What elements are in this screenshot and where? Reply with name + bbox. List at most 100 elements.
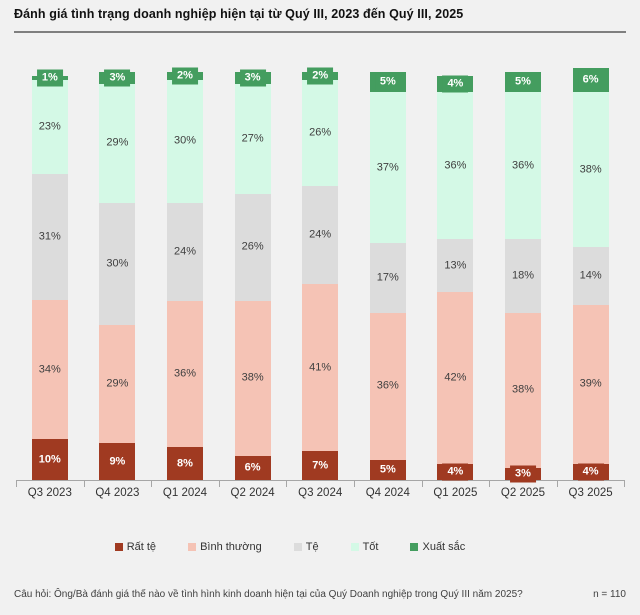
bar-segment: 17% <box>369 243 406 313</box>
bar-segment: 3% <box>234 69 271 87</box>
segment-label: 7% <box>307 457 334 475</box>
axis-tick <box>83 481 85 487</box>
segment-label: 29% <box>101 375 134 393</box>
axis-tick <box>354 481 355 487</box>
x-axis-label: Q3 2024 <box>298 487 343 499</box>
segment-label: 36% <box>371 377 404 395</box>
axis-tick <box>16 481 17 487</box>
segment-label: 30% <box>101 255 134 273</box>
segment-label: 26% <box>304 124 337 142</box>
stacked-bar: 6% 38% 14% 39% 4% <box>557 60 625 481</box>
axis-tick <box>286 481 288 487</box>
segment-label: 5% <box>374 461 401 479</box>
segment-label: 37% <box>371 159 404 177</box>
stacked-bar: 2% 26% 24% 41% 7% <box>286 60 354 480</box>
segment-label: 30% <box>168 132 201 150</box>
stacked-bar: 3% 27% 26% 38% 6% <box>219 60 287 480</box>
segment-label: 8% <box>172 455 198 473</box>
x-axis-label: Q1 2025 <box>433 487 478 499</box>
legend-label: Tệ <box>305 541 319 553</box>
legend: Rất tệ Bình thường Tệ Tốt Xuất sắc <box>0 541 640 553</box>
segment-label: 24% <box>168 243 201 261</box>
bar-segment: 5% <box>369 72 406 93</box>
stacked-bar: 5% 36% 18% 38% 3% <box>489 60 557 483</box>
legend-swatch-icon <box>410 543 419 551</box>
segment-label: 17% <box>371 269 404 287</box>
segment-label: 42% <box>439 369 472 387</box>
bar-segment: 39% <box>572 304 609 464</box>
x-axis-label: Q1 2024 <box>162 487 208 499</box>
segment-label: 38% <box>506 381 539 399</box>
legend-item: Rất tệ <box>114 541 157 553</box>
legend-label: Rất tệ <box>126 541 157 553</box>
footer: Câu hỏi: Ông/Bà đánh giá thế nào về tình… <box>14 589 626 600</box>
bar-segment: 38% <box>572 92 609 248</box>
legend-swatch-icon <box>188 543 197 551</box>
segment-label: 14% <box>574 267 607 285</box>
segment-label: 27% <box>236 130 269 148</box>
bar-segment: 6% <box>234 455 271 480</box>
segment-label: 26% <box>236 238 269 256</box>
x-axis-label: Q4 2023 <box>95 487 140 499</box>
bar-segment: 37% <box>369 92 406 244</box>
plot-area: 1% 23% 31% 34% 10% 3% 29% 30% 29% 9% 2% 30% 24% 36% 8%… <box>16 60 625 483</box>
segment-label: 6% <box>577 71 604 89</box>
x-axis-label: Q2 2025 <box>500 487 546 499</box>
segment-label: 24% <box>304 226 337 244</box>
x-axis-label: Q2 2024 <box>230 487 275 499</box>
footer-question: Câu hỏi: Ông/Bà đánh giá thế nào về tình… <box>14 589 523 600</box>
segment-label: 4% <box>442 75 469 93</box>
bar-segment: 27% <box>234 84 271 195</box>
bar-segment: 5% <box>369 459 406 480</box>
title-divider <box>14 31 626 33</box>
axis-tick <box>624 481 626 487</box>
segment-label: 9% <box>104 453 131 471</box>
x-axis-line <box>16 480 625 481</box>
bar-segment: 3% <box>504 465 541 483</box>
legend-swatch-icon <box>293 543 302 551</box>
axis-tick <box>556 481 558 487</box>
bar-segment: 34% <box>31 300 68 440</box>
segment-label: 18% <box>506 267 539 285</box>
bar-segment: 14% <box>572 247 609 305</box>
bar-segment: 18% <box>504 239 541 313</box>
legend-label: Tốt <box>362 541 379 553</box>
segment-label: 39% <box>574 375 607 393</box>
segment-label: 1% <box>36 69 63 87</box>
bar-segment: 8% <box>166 447 203 480</box>
axis-tick <box>489 481 491 487</box>
page-title: Đánh giá tình trạng doanh nghiệp hiện tạ… <box>14 7 464 21</box>
stacked-bar: 3% 29% 30% 29% 9% <box>84 60 152 480</box>
segment-label: 10% <box>33 451 66 469</box>
bar-segment: 38% <box>504 312 541 468</box>
bar-segment: 2% <box>302 67 339 85</box>
segment-label: 2% <box>172 67 198 85</box>
bar-segment: 13% <box>437 239 474 293</box>
segment-label: 31% <box>33 228 66 246</box>
bar-segment: 3% <box>99 69 136 87</box>
segment-label: 38% <box>574 161 607 179</box>
segment-label: 2% <box>307 67 334 85</box>
bar-segment: 6% <box>572 67 609 93</box>
bar-segment: 38% <box>234 300 271 456</box>
axis-tick <box>421 481 423 487</box>
bar-segment: 30% <box>99 202 136 325</box>
segment-label: 6% <box>239 459 266 477</box>
segment-label: 38% <box>236 369 269 387</box>
bar-segment: 7% <box>302 451 339 480</box>
bar-segment: 10% <box>31 439 68 480</box>
stacked-bar: 4% 36% 13% 42% 4% <box>422 60 490 481</box>
bar-segment: 5% <box>504 72 541 93</box>
segment-label: 34% <box>33 361 66 379</box>
bar-segment: 1% <box>31 69 68 87</box>
legend-swatch-icon <box>350 543 359 551</box>
x-axis-label: Q4 2024 <box>365 487 410 499</box>
bar-segment: 23% <box>31 80 68 175</box>
segment-label: 3% <box>239 69 266 87</box>
segment-label: 3% <box>104 69 131 87</box>
segment-label: 23% <box>33 118 66 136</box>
segment-label: 36% <box>168 365 201 383</box>
legend-item: Bình thường <box>188 541 262 553</box>
legend-item: Tốt <box>350 541 379 553</box>
